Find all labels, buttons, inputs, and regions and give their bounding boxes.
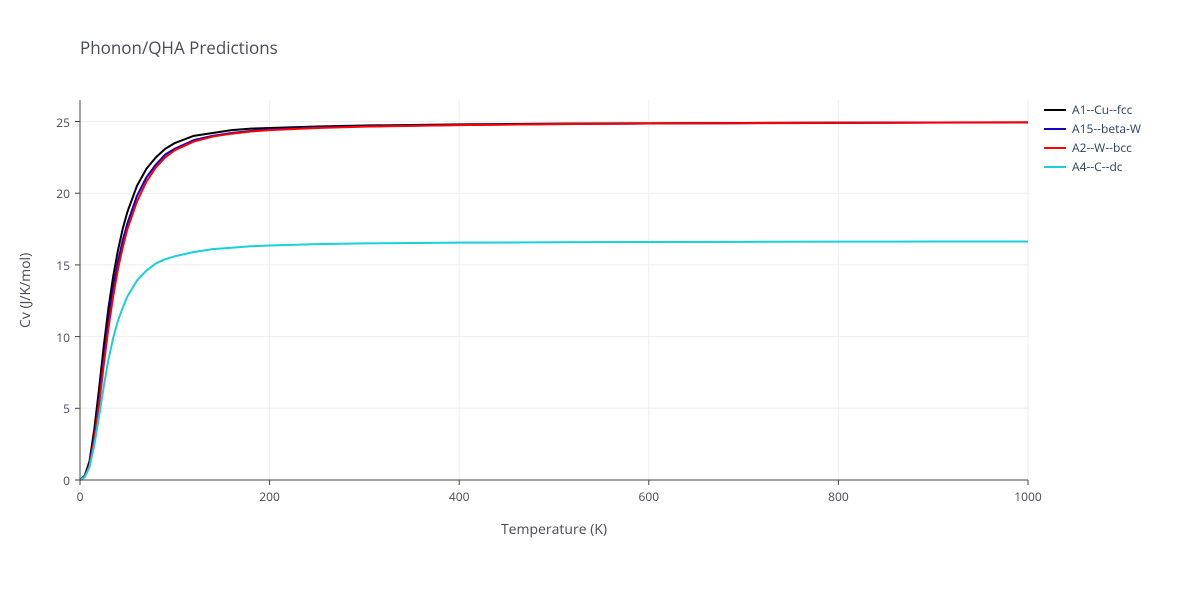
legend-swatch: [1044, 109, 1066, 111]
x-tick-label: 0: [60, 488, 100, 505]
legend-swatch: [1044, 166, 1066, 168]
series-line[interactable]: [80, 242, 1028, 480]
x-tick-label: 800: [818, 488, 858, 505]
y-tick-label: 10: [30, 329, 70, 346]
plot-area[interactable]: [80, 100, 1028, 480]
y-tick-label: 0: [30, 472, 70, 489]
chart-title: Phonon/QHA Predictions: [80, 36, 278, 59]
legend-label: A15--beta-W: [1072, 120, 1141, 137]
legend-item[interactable]: A15--beta-W: [1044, 119, 1141, 138]
legend-item[interactable]: A4--C--dc: [1044, 157, 1141, 176]
y-axis-label: Cv (J/K/mol): [16, 100, 36, 480]
legend-label: A1--Cu--fcc: [1072, 101, 1132, 118]
legend-swatch: [1044, 147, 1066, 149]
series-line[interactable]: [80, 122, 1028, 480]
legend: A1--Cu--fcc A15--beta-W A2--W--bcc A4--C--d…: [1044, 100, 1141, 176]
x-tick-label: 600: [629, 488, 669, 505]
chart-svg: [80, 100, 1028, 480]
legend-item[interactable]: A2--W--bcc: [1044, 138, 1141, 157]
legend-label: A4--C--dc: [1072, 158, 1123, 175]
legend-swatch: [1044, 128, 1066, 130]
series-line[interactable]: [80, 122, 1028, 480]
x-tick-label: 400: [439, 488, 479, 505]
y-tick-label: 20: [30, 185, 70, 202]
x-tick-label: 1000: [1008, 488, 1048, 505]
series-line[interactable]: [80, 123, 1028, 480]
x-tick-label: 200: [250, 488, 290, 505]
chart-container: Phonon/QHA Predictions 02004006008001000…: [0, 0, 1200, 600]
y-tick-label: 15: [30, 257, 70, 274]
y-tick-label: 5: [30, 400, 70, 417]
y-tick-label: 25: [30, 114, 70, 131]
legend-item[interactable]: A1--Cu--fcc: [1044, 100, 1141, 119]
x-axis-label: Temperature (K): [80, 520, 1028, 539]
legend-label: A2--W--bcc: [1072, 139, 1132, 156]
